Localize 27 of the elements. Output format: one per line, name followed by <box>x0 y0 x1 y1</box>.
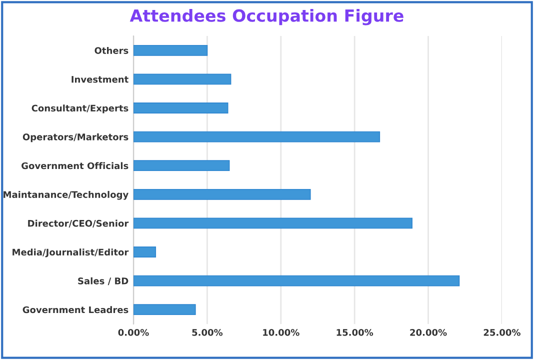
y-tick-label: Media/Journalist/Editor <box>12 248 129 258</box>
x-tick-label: 5.00% <box>192 329 223 336</box>
bar <box>134 131 380 142</box>
x-tick-label: 15.00% <box>336 329 374 336</box>
y-tick-label: Director/CEO/Senior <box>28 220 129 228</box>
bar <box>134 246 156 258</box>
bar <box>134 102 228 114</box>
y-tick-label: Operators/Marketors <box>22 133 128 142</box>
x-tick-label: 0.00% <box>118 329 149 336</box>
x-tick-label: 20.00% <box>410 329 447 336</box>
y-tick-label: Maintanance/Technology <box>4 190 128 200</box>
y-tick-label: Government Officials <box>22 162 128 170</box>
bar <box>134 74 232 85</box>
y-tick-label: Investment <box>72 76 128 83</box>
bar <box>134 304 196 316</box>
bar <box>134 275 460 286</box>
y-tick-label: Others <box>94 46 128 54</box>
x-tick-label: 25.00% <box>484 329 520 336</box>
bar <box>134 218 412 229</box>
bar <box>134 188 311 200</box>
y-tick-label: Sales / BD <box>78 277 128 286</box>
chart-title: Attendees Occupation Figure <box>130 9 404 26</box>
bar <box>134 44 208 56</box>
y-tick-label: Government Leadres <box>22 306 128 314</box>
x-tick-label: 10.00% <box>263 329 300 336</box>
y-tick-label: Consultant/Experts <box>32 104 128 114</box>
bar <box>134 160 230 172</box>
